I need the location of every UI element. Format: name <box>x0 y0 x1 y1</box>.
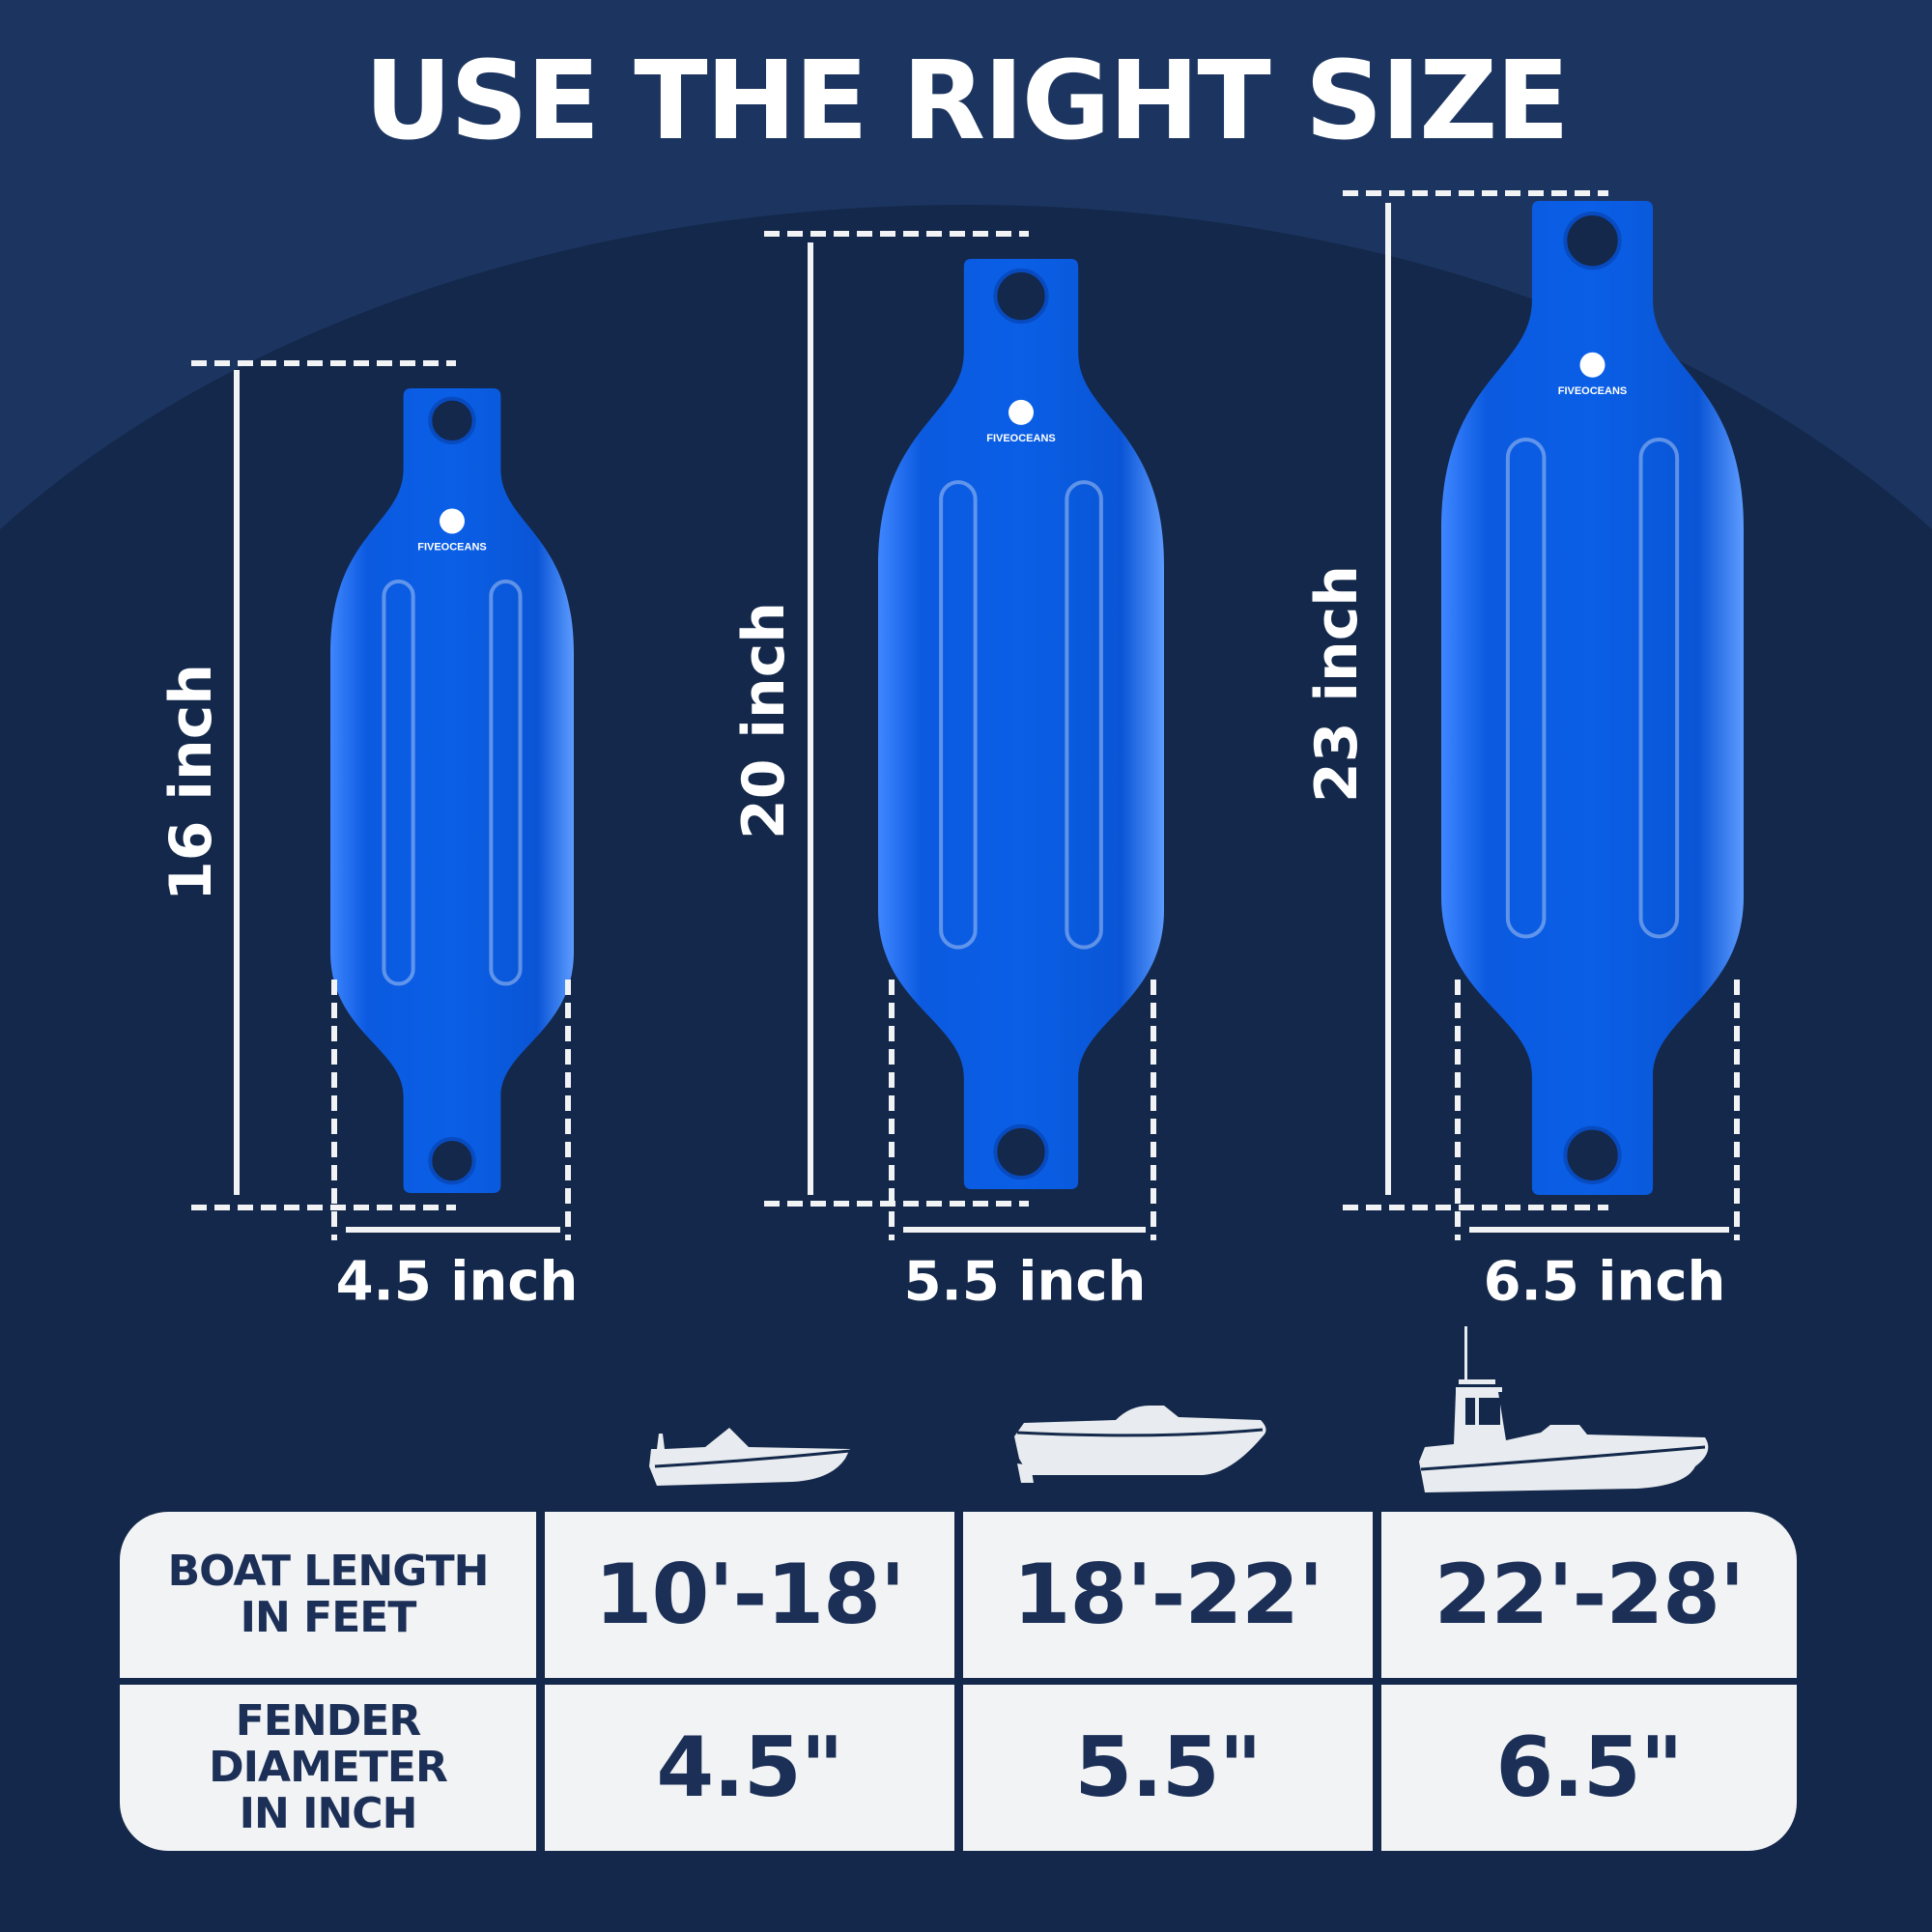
fender-rib <box>489 579 523 986</box>
fender-1 <box>330 388 574 1193</box>
fender-2-height-label: 20 inch <box>730 602 798 839</box>
fender-rib <box>1065 480 1103 950</box>
pilothouse-fishing-boat-icon <box>1419 1326 1709 1492</box>
fender-top-eyelet <box>1563 211 1622 270</box>
fender-bottom-eyelet <box>428 1137 476 1185</box>
row-header-fender-diameter: FENDER DIAMETER IN INCH <box>120 1685 536 1851</box>
fender-diameter-cell: 6.5" <box>1381 1685 1797 1851</box>
fender-diameter-cell: 4.5" <box>545 1685 954 1851</box>
five-oceans-logo-icon <box>1009 399 1034 425</box>
fender-3-height-label: 23 inch <box>1303 565 1371 803</box>
fender-3 <box>1441 201 1744 1195</box>
fender-diameter-cell: 5.5" <box>963 1685 1373 1851</box>
brand-logo-text: FIVEOCEANS <box>1558 385 1628 397</box>
brand-logo-text: FIVEOCEANS <box>986 433 1056 444</box>
fender-rib <box>939 480 978 950</box>
boat-length-cell: 22'-28' <box>1381 1512 1797 1678</box>
fender-2 <box>878 259 1164 1189</box>
brand-logo-text: FIVEOCEANS <box>417 541 487 553</box>
fender-3-diameter-label: 6.5 inch <box>1483 1250 1726 1314</box>
fender-2-diameter-label: 5.5 inch <box>903 1250 1147 1314</box>
five-oceans-logo-icon <box>1579 352 1605 378</box>
fender-rib <box>1638 437 1680 939</box>
fender-1-height-label: 16 inch <box>157 664 225 901</box>
fender-rib <box>382 579 415 986</box>
page-title: USE THE RIGHT SIZE <box>364 39 1570 164</box>
boat-length-cell: 10'-18' <box>545 1512 954 1678</box>
boat-length-cell: 18'-22' <box>963 1512 1373 1678</box>
row-header-boat-length: BOAT LENGTH IN FEET <box>120 1512 536 1678</box>
cabin-cruiser-boat-icon <box>1014 1406 1266 1483</box>
size-chart-table: BOAT LENGTH IN FEET 10'-18' 18'-22' 22'-… <box>120 1512 1797 1851</box>
fender-bottom-eyelet <box>993 1123 1049 1180</box>
fender-1-diameter-label: 4.5 inch <box>335 1250 579 1314</box>
fender-rib <box>1505 437 1547 939</box>
fender-top-eyelet <box>993 268 1049 325</box>
small-bowrider-boat-icon <box>649 1428 851 1486</box>
fender-bottom-eyelet <box>1563 1125 1622 1185</box>
fender-top-eyelet <box>428 396 476 445</box>
five-oceans-logo-icon <box>440 508 465 534</box>
